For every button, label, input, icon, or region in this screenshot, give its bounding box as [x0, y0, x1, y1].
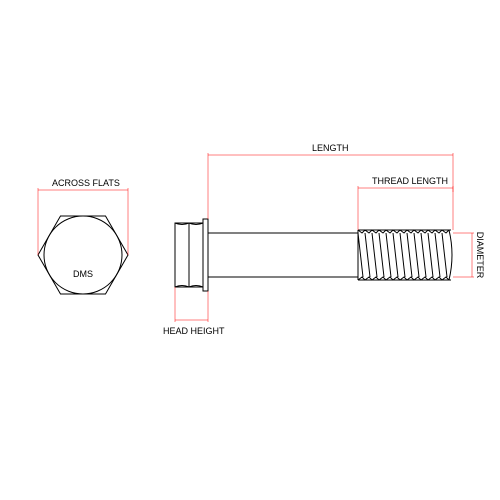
bolt-threads	[358, 230, 452, 280]
head-circle	[44, 216, 122, 294]
thread-length-label: THREAD LENGTH	[372, 176, 448, 186]
dim-thread-length: THREAD LENGTH	[358, 176, 453, 230]
head-height-label: HEAD HEIGHT	[163, 326, 225, 336]
dms-label: DMS	[73, 269, 93, 279]
side-view	[175, 219, 452, 291]
length-label: LENGTH	[312, 143, 349, 153]
diameter-label: DIAMETER	[475, 232, 485, 279]
bolt-diagram: DMS ACROSS FLATS	[0, 0, 500, 500]
bolt-head-side	[175, 223, 203, 287]
hex-outline	[38, 216, 128, 294]
bolt-flange	[203, 219, 208, 291]
head-view: DMS	[38, 216, 128, 294]
dim-head-height: HEAD HEIGHT	[163, 287, 225, 336]
dim-diameter: DIAMETER	[453, 232, 485, 279]
across-flats-label: ACROSS FLATS	[52, 178, 120, 188]
dim-length: LENGTH	[208, 143, 453, 230]
bolt-shaft	[208, 233, 358, 277]
